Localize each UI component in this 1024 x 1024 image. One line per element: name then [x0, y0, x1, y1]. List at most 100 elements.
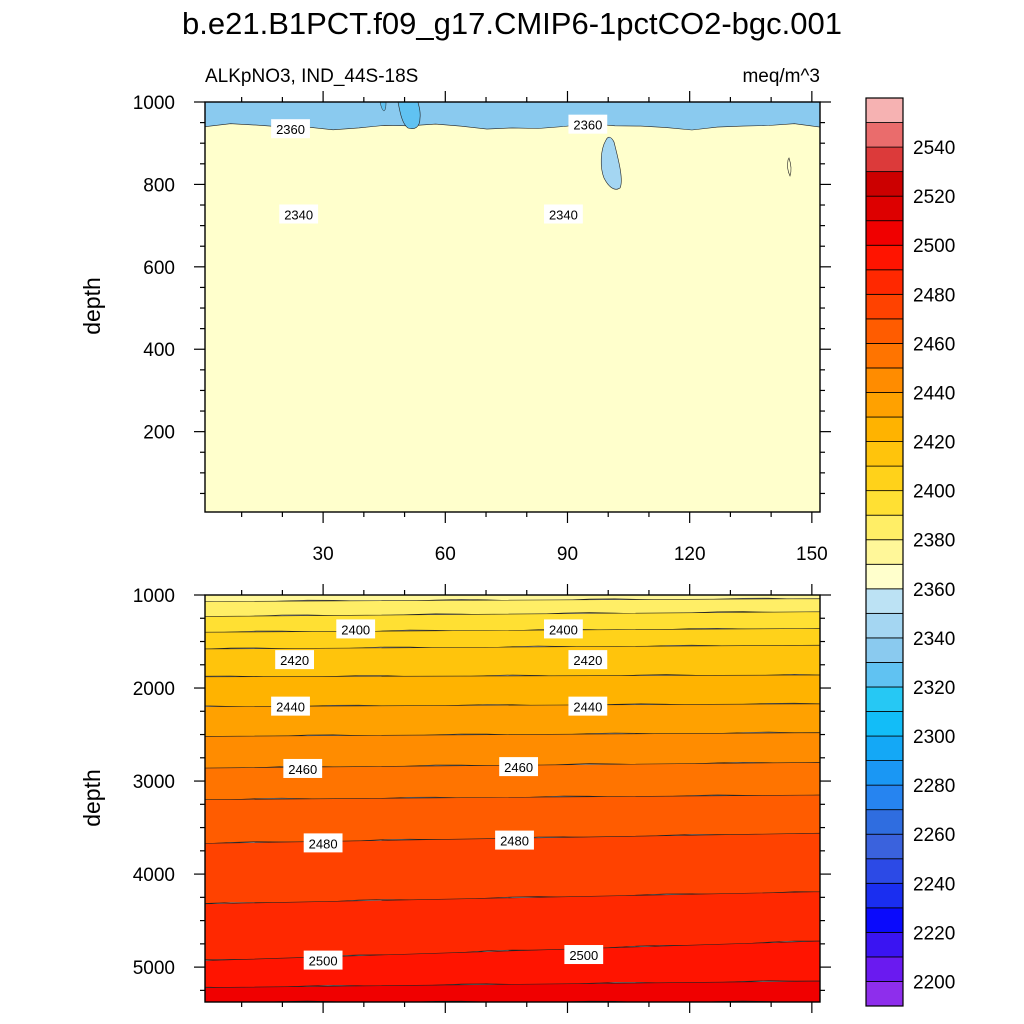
colorbar-box	[865, 563, 904, 590]
y-tick-label: 800	[143, 175, 175, 196]
colorbar-box	[865, 956, 904, 982]
colorbar-tick-label: 2380	[913, 531, 955, 552]
colorbar-box	[865, 465, 904, 492]
plot-frame	[204, 101, 821, 513]
contour-feature	[787, 157, 792, 177]
x-tick-label: 60	[435, 544, 456, 565]
colorbar-box	[865, 367, 904, 393]
svg-text:2440: 2440	[573, 700, 602, 715]
colorbar-tick-label: 2220	[913, 923, 955, 944]
figure-title: b.e21.B1PCT.f09_g17.CMIP6-1pctCO2-bgc.00…	[182, 6, 842, 41]
y-tick-label: 2000	[133, 679, 175, 700]
colorbar-box	[865, 220, 904, 246]
contour-label: 2500	[303, 950, 343, 970]
colorbar: 2200 2220 2240 2260 2280 2300 2320 2340 2360 2380…	[865, 97, 955, 1007]
contour-label: 2460	[499, 757, 539, 777]
colorbar-tick-label: 2440	[913, 383, 955, 404]
y-tick-label: 1000	[133, 93, 175, 114]
colorbar-tick-label: 2460	[913, 334, 955, 355]
colorbar-tick-label: 2400	[913, 482, 955, 503]
colorbar-tick-label: 2360	[913, 580, 955, 601]
colorbar-tick-label: 2200	[913, 972, 955, 993]
colorbar-tick-label: 2520	[913, 187, 955, 208]
colorbar-box	[865, 269, 904, 295]
svg-text:2460: 2460	[504, 760, 533, 775]
y-ticks	[194, 101, 831, 495]
colorbar-box	[865, 662, 904, 688]
svg-text:2340: 2340	[549, 207, 578, 222]
svg-text:2360: 2360	[573, 118, 602, 133]
colorbar-box	[865, 392, 904, 418]
colorbar-box	[865, 171, 904, 197]
colorbar-tick-label: 2320	[913, 678, 955, 699]
y-tick-label: 3000	[133, 772, 175, 793]
lower-ylabel: depth	[79, 769, 105, 827]
upper-ylabel: depth	[79, 277, 105, 335]
colorbar-box	[865, 244, 904, 271]
svg-text:2360: 2360	[276, 122, 305, 137]
colorbar-box	[865, 784, 904, 811]
y-tick-label: 600	[143, 258, 175, 279]
contour-band	[205, 123, 820, 512]
svg-text:2480: 2480	[309, 836, 338, 851]
colorbar-box	[865, 760, 904, 786]
y-tick-label: 1000	[133, 586, 175, 607]
colorbar-box	[865, 539, 904, 565]
contour-label: 2360	[271, 119, 310, 139]
colorbar-box	[865, 711, 904, 737]
contour-label: 2480	[303, 833, 343, 853]
colorbar-tick-label: 2300	[913, 727, 955, 748]
colorbar-tick-label: 2480	[913, 285, 955, 306]
svg-text:2500: 2500	[569, 948, 598, 963]
x-ticks	[241, 584, 813, 1013]
variable-label: ALKpNO3, IND_44S-18S	[205, 66, 418, 87]
svg-text:2340: 2340	[284, 207, 313, 222]
colorbar-box	[865, 343, 904, 369]
colorbar-tick-label: 2540	[913, 138, 955, 159]
colorbar-box	[865, 318, 904, 344]
contour-label: 2400	[336, 619, 376, 639]
colorbar-box	[865, 981, 904, 1007]
x-tick-label: 150	[796, 544, 828, 565]
colorbar-box	[865, 416, 904, 442]
colorbar-box	[865, 686, 904, 712]
contour-label: 2420	[568, 650, 608, 670]
contour-feature	[379, 102, 387, 112]
lower-panel: 2400 2400 2420 2420 2440 2440 2460 2460 2480 2480…	[133, 584, 831, 1013]
plot-frame	[204, 594, 821, 1003]
contour-label: 2480	[495, 830, 534, 850]
svg-text:2400: 2400	[341, 622, 370, 637]
contour-label: 2440	[271, 696, 310, 716]
svg-text:2460: 2460	[288, 762, 317, 777]
colorbar-box	[865, 882, 904, 909]
colorbar-box	[865, 858, 904, 884]
svg-text:2400: 2400	[549, 622, 578, 637]
colorbar-box	[865, 293, 904, 320]
colorbar-box	[865, 637, 904, 663]
upper-panel: 2340 2340 2360 2360 30 60 90 120 150 200 400 600 800…	[133, 91, 831, 565]
colorbar-box	[865, 907, 904, 933]
y-tick-label: 5000	[133, 958, 175, 979]
colorbar-box	[865, 490, 904, 516]
units-label: meq/m^3	[742, 66, 820, 87]
colorbar-tick-label: 2280	[913, 776, 955, 797]
contour-label: 2440	[568, 696, 608, 716]
contour-label: 2460	[283, 758, 323, 778]
x-ticks	[241, 91, 813, 523]
x-tick-label: 120	[674, 544, 706, 565]
x-tick-label: 90	[557, 544, 578, 565]
contour-feature	[600, 136, 622, 190]
colorbar-box	[865, 588, 904, 614]
colorbar-box	[865, 514, 904, 541]
colorbar-box	[865, 931, 904, 958]
contour-feature	[397, 102, 421, 129]
svg-text:2420: 2420	[573, 653, 602, 668]
colorbar-box	[865, 97, 904, 123]
colorbar-box	[865, 735, 904, 761]
colorbar-tick-label: 2260	[913, 825, 955, 846]
colorbar-box	[865, 441, 904, 467]
colorbar-box	[865, 833, 904, 860]
svg-text:2420: 2420	[280, 653, 309, 668]
colorbar-box	[865, 146, 904, 173]
colorbar-box	[865, 195, 904, 222]
